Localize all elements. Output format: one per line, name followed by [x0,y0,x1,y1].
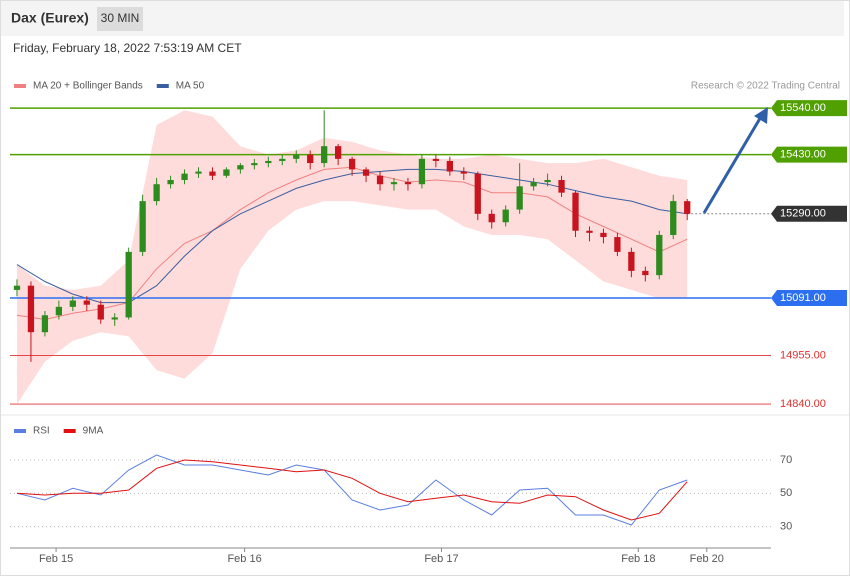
candle-body [642,270,649,276]
x-tick-label: Feb 16 [227,553,261,565]
candle-body [432,158,440,161]
candle-body [279,158,286,161]
y-tick-label: 50 [780,487,792,499]
candle-body [27,285,35,333]
timestamp: Friday, February 18, 2022 7:53:19 AM CET [13,41,242,55]
x-tick-label: Feb 20 [690,553,724,565]
legend-label: 9MA [83,426,104,437]
candle-body [307,154,314,164]
interval-badge[interactable] [97,7,143,31]
series-line [16,459,688,521]
x-tick-label: Feb 18 [621,553,655,565]
legend-swatch [156,84,169,88]
legend-swatch [14,429,26,433]
level-label: 14955.00 [780,349,826,361]
candle-body [502,209,509,223]
candle-body [362,169,370,176]
candle-body [209,171,216,176]
candle-body [446,160,453,172]
interval[interactable]: 30 MIN [101,11,140,25]
level-label: 15091.00 [780,292,826,304]
candle-body [670,201,677,235]
level-tag [771,146,847,163]
candle-body [418,158,426,185]
x-tick-label: Feb 15 [39,553,73,565]
candle-body [69,300,76,307]
level-tag [771,205,847,222]
candle-body [390,182,398,185]
level-tag [771,289,847,306]
candle-body [376,175,384,185]
level-label: 14840.00 [780,398,826,410]
y-tick-label: 30 [780,521,792,533]
candle-body [153,184,160,202]
candle-body [251,163,258,166]
series-line [16,454,688,526]
candle-body [586,230,593,233]
candle-body [139,201,146,252]
level-label: 15540.00 [780,102,826,114]
candle-body [125,251,132,318]
legend-label: MA 50 [176,81,205,92]
candle-body [348,158,356,170]
legend-swatch [14,84,26,88]
candle-body [544,179,551,183]
candle-body [265,160,272,164]
candle-body [488,213,495,223]
candle-body [181,173,188,180]
candle-body [293,154,300,159]
arrow-head [754,107,768,124]
candle-body [460,171,467,174]
candle-body [55,306,63,316]
candle-body [656,234,663,276]
candle-body [572,192,579,231]
candle-body [13,285,21,290]
forecast-arrow [702,114,764,214]
candle-body [321,146,328,164]
candle-body [195,171,202,174]
candle-body [41,315,49,333]
candle-body [111,317,118,320]
y-tick-label: 70 [780,454,792,466]
legend-swatch [63,429,76,433]
candle-body [474,173,481,214]
candle-body [334,146,342,159]
candle-body [558,179,565,193]
candle-body [628,251,635,271]
level-label: 15430.00 [780,149,826,161]
x-tick-label: Feb 17 [424,553,458,565]
credit: Research © 2022 Trading Central [691,81,840,92]
level-tag [771,100,847,117]
legend-label: RSI [33,426,50,437]
candle-body [97,304,104,320]
candle-body [600,232,607,238]
candle-body [404,182,412,185]
candle-body [684,201,691,214]
candle-body [614,237,621,252]
level-label: 15290.00 [780,208,826,220]
candle-body [223,169,230,176]
candle-body [530,182,537,187]
candle-body [83,300,90,305]
title: Dax (Eurex) [11,10,89,26]
candle-body [167,179,174,185]
legend-label: MA 20 + Bollinger Bands [33,81,143,92]
candle-body [237,165,244,170]
candle-body [516,186,523,210]
